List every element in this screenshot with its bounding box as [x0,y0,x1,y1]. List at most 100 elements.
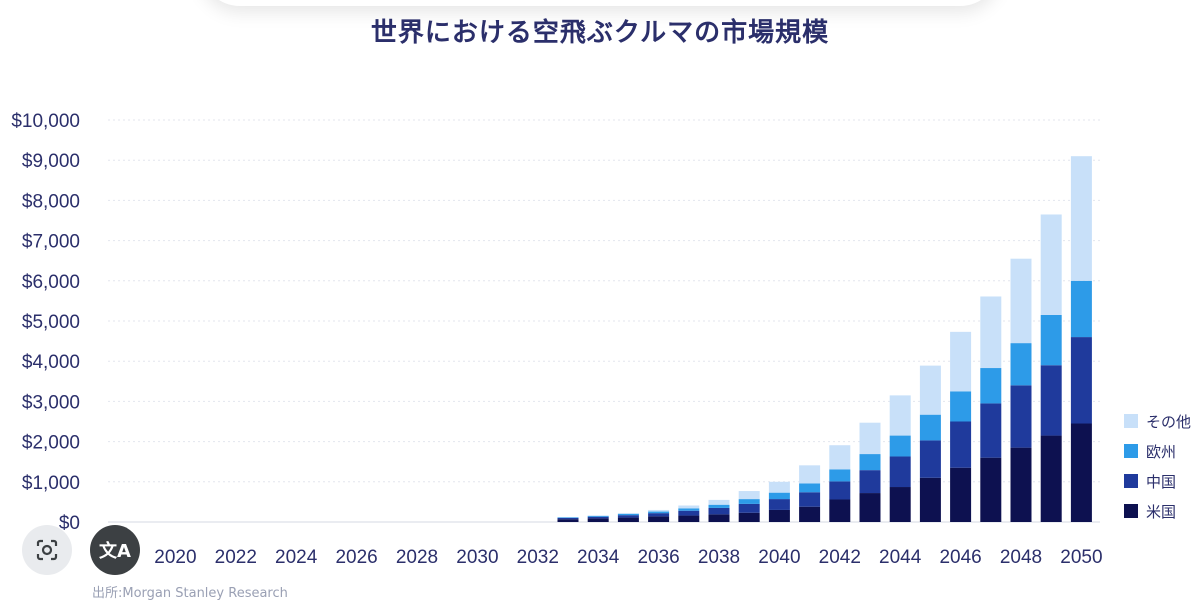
bar-segment [889,395,911,436]
top-overlay-panel [200,0,1000,6]
x-tick-label: 2028 [396,547,438,568]
bar-segment [919,477,941,522]
translate-button[interactable]: 文A [90,525,140,575]
bar-segment [557,517,579,520]
bar-segment [950,421,972,468]
x-tick-label: 2042 [819,547,861,568]
bar-segment [587,516,609,519]
bar-segment [1040,365,1062,436]
bar-segment [799,506,821,522]
y-tick-label: $3,000 [22,392,80,413]
y-tick-label: $6,000 [22,272,80,293]
bar-segment [708,507,730,515]
bar-segment [648,513,670,517]
bar-segment [768,481,790,493]
x-tick-label: 2030 [456,547,498,568]
bar-segment [1010,447,1032,522]
bar-segment [768,499,790,510]
bar-segment [1070,337,1092,424]
y-tick-label: $5,000 [22,312,80,333]
bar-segment [1070,156,1092,281]
y-tick-label: $2,000 [22,433,80,454]
bar-segment [1010,385,1032,448]
bar-segment [919,365,941,415]
bar-segment [829,445,851,470]
legend-swatch [1124,414,1138,428]
bar-segment [557,519,579,522]
x-tick-label: 2038 [698,547,740,568]
bar-segment [557,517,579,518]
bar-segment [950,467,972,522]
bar-segment [738,499,760,504]
bar-segment [587,518,609,522]
bar-segment [738,512,760,522]
x-axis-ticks: 2018202020222024202620282030203220342036… [94,547,1103,568]
x-tick-label: 2036 [637,547,679,568]
legend-swatch [1124,474,1138,488]
legend-label: その他 [1146,413,1191,431]
legend-label: 欧州 [1146,443,1176,461]
bar-segment [799,492,821,507]
bar-segment [617,512,639,514]
y-tick-label: $1,000 [22,473,80,494]
bar-segment [980,403,1002,458]
bar-segment [678,515,700,522]
bar-segment [889,456,911,488]
bar-segment [768,509,790,522]
bar-segment [829,499,851,522]
bar-segment [859,422,881,455]
bar-segment [919,440,941,478]
bar-segment [1040,314,1062,366]
y-axis-ticks: $0 $1,000 $2,000 $3,000 $4,000 $5,000 $6,000 $7… [11,111,80,534]
x-tick-label: 2024 [275,547,318,568]
y-tick-label: $9,000 [22,151,80,172]
bar-segment [980,296,1002,369]
bar-segment [587,515,609,516]
bar-segment [678,510,700,516]
x-tick-label: 2046 [939,547,981,568]
bar-segment [648,516,670,522]
lens-button[interactable] [22,525,72,575]
bar-segment [1040,435,1062,522]
x-tick-label: 2040 [758,547,800,568]
source-note: 出所:Morgan Stanley Research [92,586,288,601]
bar-segment [980,457,1002,522]
bar-segment [950,331,972,392]
y-tick-label: $4,000 [22,352,80,373]
bar-segment [1070,423,1092,522]
bar-segment [768,492,790,500]
legend-swatch [1124,504,1138,518]
bar-segment [617,513,639,516]
legend-label: 米国 [1146,503,1176,521]
bar-segment [648,509,670,512]
bar-segment [829,469,851,482]
bar-segment [617,517,639,522]
bar-segment [1040,214,1062,315]
x-tick-label: 2020 [154,547,196,568]
x-tick-label: 2032 [517,547,559,568]
bar-segment [648,511,670,514]
bar-segment [889,487,911,522]
bar-segment [859,493,881,522]
y-tick-label: $8,000 [22,191,80,212]
x-tick-label: 2026 [335,547,377,568]
bar-segment [829,481,851,500]
bars [557,156,1092,522]
bar-segment [889,435,911,457]
chart-title: 世界における空飛ぶクルマの市場規模 [370,18,830,48]
bar-segment [708,499,730,505]
legend-label: 中国 [1146,473,1176,491]
bar-segment [1070,280,1092,338]
bar-segment [587,515,609,517]
x-tick-label: 2022 [215,547,257,568]
x-tick-label: 2048 [1000,547,1042,568]
bar-segment [1010,343,1032,386]
bar-segment [738,503,760,513]
bar-segment [708,514,730,522]
bar-segment [859,470,881,494]
bar-segment [738,491,760,500]
bar-segment [708,504,730,508]
bar-segment [617,515,639,518]
